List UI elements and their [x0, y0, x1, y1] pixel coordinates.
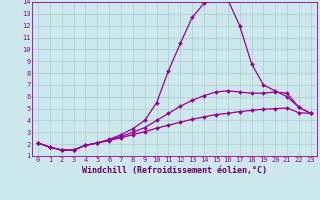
X-axis label: Windchill (Refroidissement éolien,°C): Windchill (Refroidissement éolien,°C): [82, 166, 267, 175]
